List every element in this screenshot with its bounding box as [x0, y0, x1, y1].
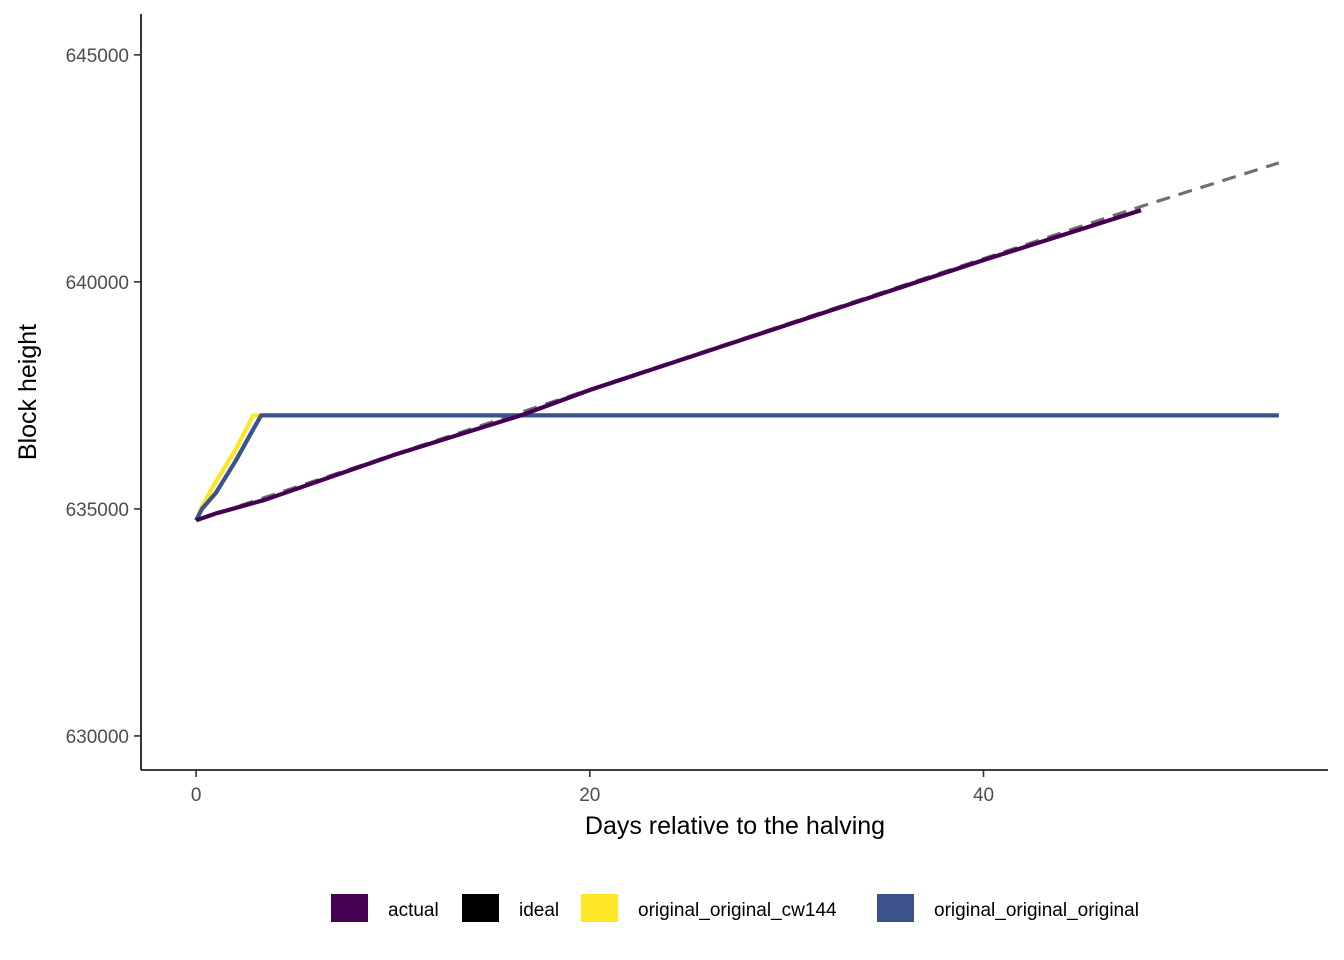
- x-tick-label: 0: [191, 785, 202, 806]
- legend-key: [462, 894, 499, 922]
- x-tick-label: 20: [579, 785, 600, 806]
- y-tick-label: 630000: [66, 727, 129, 748]
- legend-label: ideal: [519, 900, 559, 921]
- series-line-original-original-original: [194, 413, 1279, 522]
- y-axis-title: Block height: [14, 324, 42, 460]
- legend-item-actual: actual: [331, 894, 439, 922]
- y-ticks: 630000 635000 640000 645000: [66, 46, 141, 748]
- legend-key: [877, 894, 914, 922]
- y-tick-label: 645000: [66, 46, 129, 67]
- legend-label: original_original_original: [934, 900, 1139, 921]
- y-tick-label: 640000: [66, 273, 129, 294]
- y-tick-label: 635000: [66, 500, 129, 521]
- x-ticks: 0 20 40: [191, 770, 994, 806]
- legend-item-original-original-cw144: original_original_cw144: [581, 894, 837, 922]
- series-layer: [194, 161, 1280, 523]
- legend-label: original_original_cw144: [638, 900, 837, 921]
- legend-item-original-original-original: original_original_original: [877, 894, 1139, 922]
- legend-key: [581, 894, 618, 922]
- legend-label: actual: [388, 900, 439, 921]
- x-axis-title: Days relative to the halving: [585, 812, 885, 840]
- legend: actual ideal original_original_cw144 origin…: [331, 894, 1139, 922]
- legend-key: [331, 894, 368, 922]
- legend-item-ideal: ideal: [462, 894, 559, 922]
- x-tick-label: 40: [973, 785, 994, 806]
- series-line-actual: [195, 208, 1142, 523]
